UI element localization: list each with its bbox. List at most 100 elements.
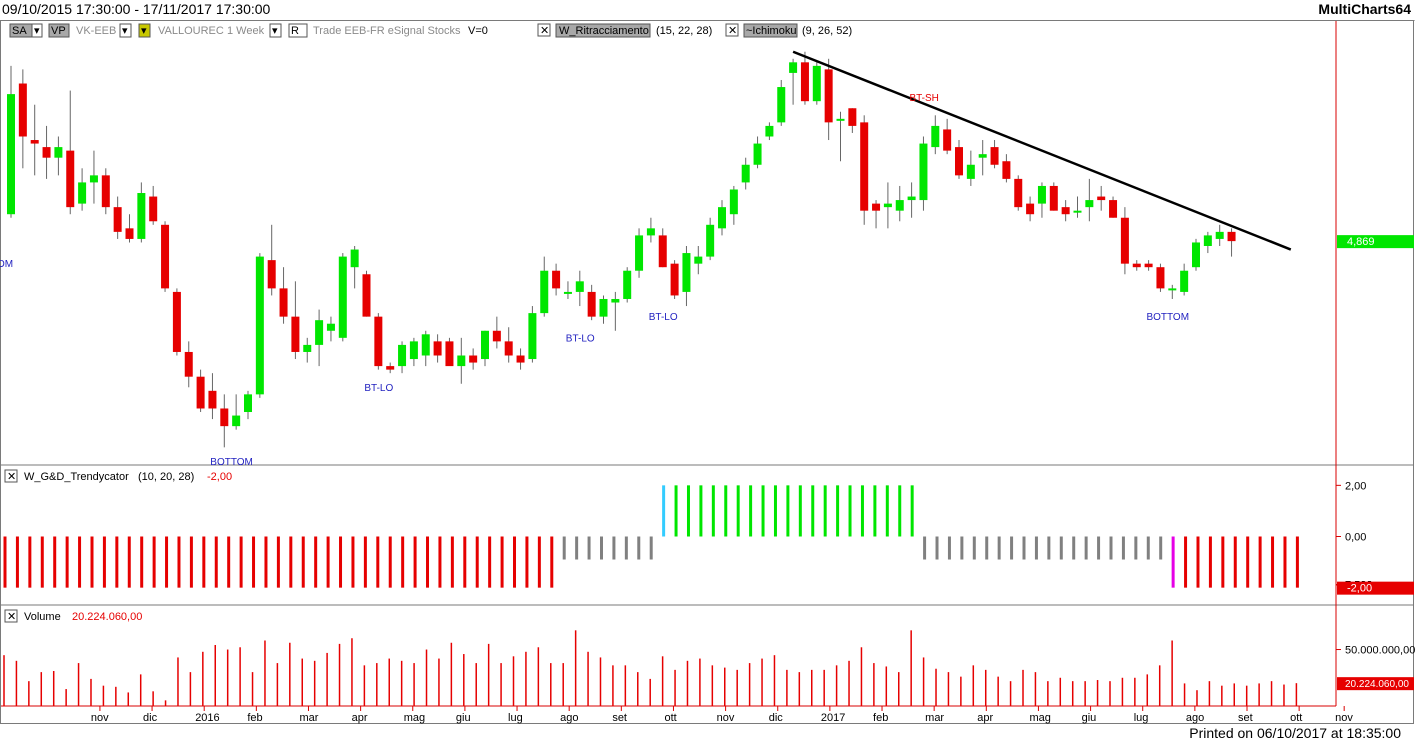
- pattern-label: BT-LO: [649, 312, 678, 323]
- candle-up: [54, 147, 63, 158]
- candle-up: [1168, 288, 1177, 291]
- candle-up: [398, 344, 407, 367]
- time-tick-label: dic: [143, 712, 158, 724]
- vp-badge[interactable]: [48, 23, 70, 38]
- time-tick-label: mag: [404, 712, 425, 724]
- candle-up: [421, 334, 430, 356]
- candle-down: [658, 235, 667, 268]
- time-tick-label: 2017: [821, 712, 845, 724]
- candle-down: [172, 291, 181, 352]
- study1-name: W_Ritracciamento: [559, 25, 649, 37]
- candle-up: [1073, 210, 1082, 213]
- candle-up: [883, 203, 892, 208]
- study2-badge[interactable]: [743, 23, 798, 38]
- time-tick-label: nov: [717, 712, 735, 724]
- time-tick-label: mag: [1029, 712, 1050, 724]
- symbol-label: VK-EEB: [76, 25, 116, 37]
- candle-up: [232, 415, 241, 427]
- time-tick-label: ott: [664, 712, 676, 724]
- close-icon: ✕: [7, 611, 16, 623]
- candle-down: [943, 129, 952, 151]
- instrument-name: VALLOUREC: [158, 25, 224, 37]
- candle-down: [955, 147, 963, 176]
- candle-up: [303, 344, 312, 352]
- candle-down: [374, 316, 383, 367]
- candle-up: [907, 196, 916, 201]
- candle-down: [492, 330, 501, 342]
- indicator-last-label: -2,00: [1347, 583, 1372, 595]
- candle-down: [872, 203, 881, 211]
- interval-dropdown[interactable]: [269, 23, 282, 38]
- candle-up: [646, 228, 655, 236]
- candle-up: [7, 94, 15, 215]
- toolbar: SA ▾ VP VK-EEB ▾ ▾ VALLOUREC 1 Week ▾ R …: [9, 23, 852, 38]
- sa-dropdown[interactable]: [31, 23, 43, 38]
- study1-badge[interactable]: [555, 23, 651, 38]
- candle-down: [184, 351, 193, 377]
- volume-tick-label: 50.000.000,00: [1345, 645, 1415, 657]
- candle-up: [89, 175, 98, 183]
- candle-up: [777, 87, 786, 123]
- candle-down: [800, 62, 809, 102]
- candle-up: [623, 270, 632, 299]
- time-tick-label: dic: [769, 712, 784, 724]
- candle-down: [670, 263, 679, 296]
- time-tick-label: set: [1238, 712, 1253, 724]
- candle-down: [30, 140, 39, 144]
- pattern-label: BOTTOM: [210, 457, 253, 468]
- candle-down: [101, 175, 110, 208]
- candle-up: [1085, 200, 1094, 208]
- pattern-label: BT-LO: [364, 383, 393, 394]
- candle-up: [753, 143, 762, 165]
- close-indicator-button[interactable]: [4, 469, 18, 483]
- candle-up: [481, 330, 489, 360]
- r-dropdown[interactable]: [288, 23, 308, 38]
- close-study2-button[interactable]: [725, 23, 739, 37]
- pattern-label: BT-SH: [909, 93, 938, 104]
- candle-up: [1180, 270, 1189, 292]
- candle-down: [220, 408, 229, 427]
- candle-down: [469, 355, 478, 363]
- time-tick-label: giu: [456, 712, 471, 724]
- candle-down: [196, 376, 205, 409]
- date-range-label: 09/10/2015 17:30:00 - 17/11/2017 17:30:0…: [2, 1, 271, 17]
- candle-up: [1203, 235, 1212, 246]
- candle-down: [1002, 161, 1011, 179]
- candle-up: [599, 298, 608, 317]
- candle-up: [457, 355, 466, 367]
- close-icon: ✕: [728, 25, 737, 37]
- candle-up: [729, 189, 738, 215]
- last-price-marker: [1337, 235, 1414, 249]
- candle-down: [1156, 267, 1165, 289]
- time-tick-label: mar: [299, 712, 318, 724]
- title-bar: 09/10/2015 17:30:00 - 17/11/2017 17:30:0…: [0, 0, 1415, 21]
- time-tick-label: ago: [1186, 712, 1204, 724]
- time-tick-label: mar: [925, 712, 944, 724]
- candle-up: [78, 182, 87, 204]
- time-tick-label: 2016: [195, 712, 219, 724]
- sa-label: SA: [12, 25, 27, 37]
- indicator-name: W_G&D_Trendycator: [24, 471, 129, 483]
- close-study1-button[interactable]: [537, 23, 551, 37]
- time-tick-label: apr: [977, 712, 993, 724]
- candle-down: [848, 108, 857, 126]
- trendline: [792, 50, 1292, 251]
- candle-down: [1049, 185, 1058, 211]
- color-dropdown[interactable]: [138, 23, 151, 38]
- candle-up: [137, 193, 146, 239]
- candle-down: [1061, 207, 1070, 215]
- study1-params: (15, 22, 28): [656, 25, 712, 37]
- symbol-dropdown[interactable]: [119, 23, 132, 38]
- time-tick-label: feb: [873, 712, 888, 724]
- candle-up: [765, 125, 774, 137]
- study2-params: (9, 26, 52): [802, 25, 852, 37]
- time-tick-label: ott: [1290, 712, 1302, 724]
- candle-down: [587, 291, 596, 317]
- candle-down: [279, 288, 288, 317]
- candle-up: [895, 200, 904, 211]
- candle-up: [409, 341, 418, 360]
- candle-down: [125, 228, 134, 239]
- close-volume-button[interactable]: [4, 609, 18, 623]
- candle-up: [694, 256, 703, 264]
